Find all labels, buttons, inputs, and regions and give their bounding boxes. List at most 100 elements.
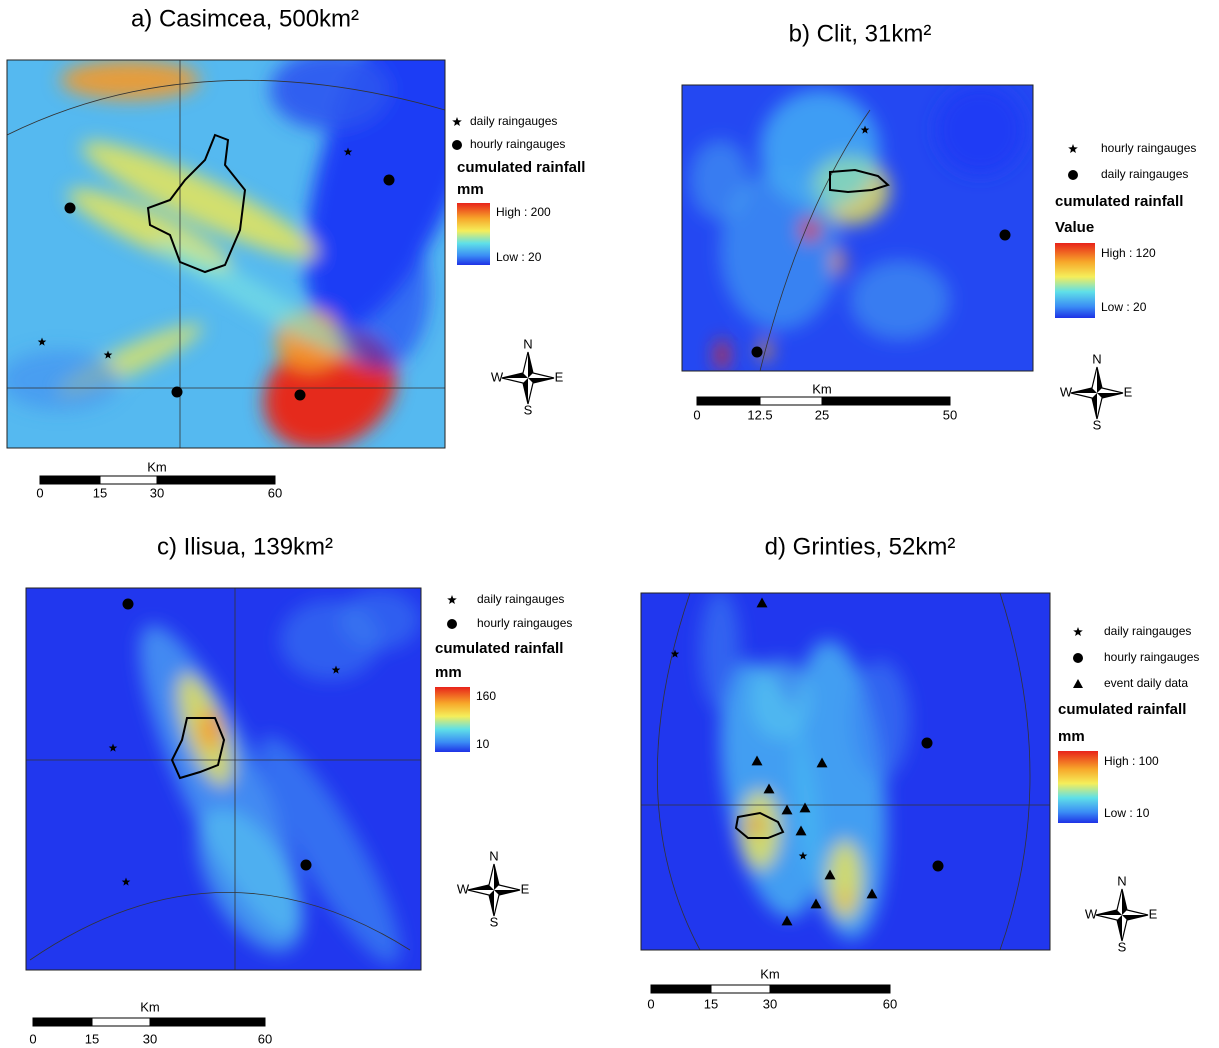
- compass-letter: N: [489, 848, 498, 863]
- compass-fill: [502, 352, 554, 404]
- scale-label: 30: [763, 996, 777, 1011]
- rain-cell: [716, 339, 728, 371]
- rain-cell: [749, 817, 761, 833]
- legend-title: cumulated rainfall: [1055, 193, 1183, 210]
- scale-label: 0: [693, 407, 700, 422]
- legend-title: cumulated rainfall: [435, 640, 563, 657]
- scale-unit: Km: [140, 999, 160, 1014]
- legend-unit: Value: [1055, 219, 1094, 236]
- hourly-gauge: [1073, 653, 1083, 663]
- rain-cell: [330, 210, 430, 370]
- panel-title: b) Clit, 31km²: [789, 20, 932, 47]
- compass-fill: [1071, 367, 1123, 419]
- scale-label: 60: [258, 1031, 272, 1046]
- compass-letter: W: [491, 369, 504, 384]
- hourly-gauge: [65, 203, 76, 214]
- compass-letter: N: [1117, 873, 1126, 888]
- legend-item: event daily data: [1104, 676, 1188, 690]
- hourly-gauge: [752, 347, 763, 358]
- daily-gauge: [1068, 144, 1078, 153]
- legend-unit: mm: [457, 181, 484, 198]
- legend-high: 160: [476, 689, 496, 703]
- legend-title: cumulated rainfall: [457, 159, 585, 176]
- daily-gauge: [447, 595, 457, 604]
- panel-title: c) Ilisua, 139km²: [157, 533, 333, 560]
- rain-cell: [270, 50, 390, 130]
- panel-title: d) Grinties, 52km²: [765, 533, 956, 560]
- color-bar: [1055, 243, 1095, 318]
- rain-cell: [832, 248, 844, 276]
- legend-title: cumulated rainfall: [1058, 701, 1186, 718]
- compass-fill: [468, 864, 520, 916]
- scale-label: 0: [29, 1031, 36, 1046]
- rain-cell: [840, 892, 850, 908]
- scale-unit: Km: [812, 381, 832, 396]
- scale-segment: [100, 476, 157, 484]
- legend-unit: mm: [435, 664, 462, 681]
- scale-label: 0: [36, 485, 43, 500]
- scale-label: 60: [268, 485, 282, 500]
- legend-unit: mm: [1058, 728, 1085, 745]
- rain-cell: [690, 140, 750, 220]
- legend-item: daily raingauges: [477, 592, 564, 606]
- scale-segment: [651, 985, 711, 993]
- rainfall-map: [26, 588, 421, 978]
- scale-label: 15: [85, 1031, 99, 1046]
- legend-high: High : 120: [1101, 246, 1156, 260]
- legend-low: 10: [476, 737, 490, 751]
- scale-label: 50: [943, 407, 957, 422]
- scale-segment: [770, 985, 890, 993]
- legend-item: hourly raingauges: [1101, 141, 1196, 155]
- rain-cell: [850, 260, 950, 340]
- rainfall-map: [0, 0, 534, 473]
- compass-fill: [1096, 889, 1148, 941]
- compass-letter: E: [521, 881, 530, 896]
- compass-letter: E: [1149, 906, 1158, 921]
- legend-low: Low : 20: [1101, 300, 1147, 314]
- scale-label: 12.5: [747, 407, 772, 422]
- rainfall-map: [682, 85, 1033, 371]
- scale-segment: [40, 476, 100, 484]
- scale-unit: Km: [760, 966, 780, 981]
- legend-item: hourly raingauges: [470, 137, 565, 151]
- panel-title: a) Casimcea, 500km²: [131, 5, 359, 32]
- scale-segment: [697, 397, 760, 405]
- color-bar: [457, 203, 490, 265]
- hourly-gauge: [1000, 230, 1011, 241]
- color-bar: [1058, 751, 1098, 823]
- hourly-gauge: [295, 390, 306, 401]
- scale-label: 25: [815, 407, 829, 422]
- scale-label: 0: [647, 996, 654, 1011]
- compass-letter: S: [490, 914, 499, 929]
- legend-low: Low : 10: [1104, 806, 1150, 820]
- legend-item: hourly raingauges: [477, 616, 572, 630]
- scale-label: 30: [143, 1031, 157, 1046]
- compass-letter: S: [1118, 939, 1127, 954]
- rain-cell: [340, 590, 420, 650]
- hourly-gauge: [172, 387, 183, 398]
- compass-letter: E: [555, 369, 564, 384]
- figure: a) Casimcea, 500km² daily raingauges hourl…: [0, 0, 1219, 1048]
- legend-high: High : 200: [496, 205, 551, 219]
- hourly-gauge: [123, 599, 134, 610]
- legend-low: Low : 20: [496, 250, 542, 264]
- rain-cell: [740, 790, 780, 870]
- rain-cell: [700, 590, 740, 710]
- compass-letter: S: [1093, 417, 1102, 432]
- rain-cell: [198, 710, 222, 750]
- color-bar: [435, 687, 470, 752]
- rain-cell: [60, 60, 200, 100]
- compass-letter: W: [1085, 906, 1098, 921]
- scale-segment: [760, 397, 822, 405]
- rain-cell: [800, 218, 820, 242]
- rain-cell: [850, 660, 910, 780]
- scale-label: 60: [883, 996, 897, 1011]
- scale-segment: [92, 1018, 150, 1026]
- scale-label: 15: [93, 485, 107, 500]
- hourly-gauge: [1068, 170, 1078, 180]
- rain-cell: [0, 350, 120, 410]
- scale-label: 30: [150, 485, 164, 500]
- hourly-gauge: [447, 619, 457, 629]
- legend-high: High : 100: [1104, 754, 1159, 768]
- scale-segment: [711, 985, 770, 993]
